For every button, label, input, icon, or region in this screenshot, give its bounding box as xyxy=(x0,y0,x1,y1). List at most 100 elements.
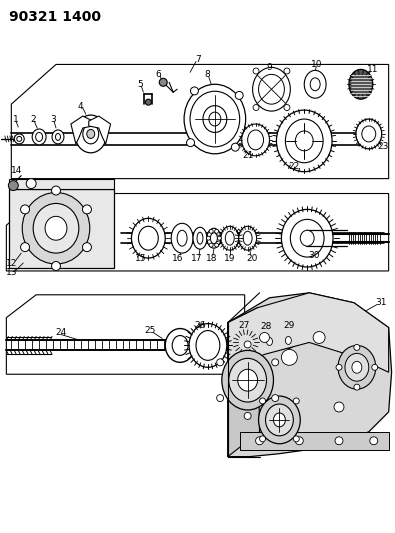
Text: 12: 12 xyxy=(6,259,18,268)
Circle shape xyxy=(231,143,239,151)
Ellipse shape xyxy=(56,133,60,140)
Ellipse shape xyxy=(45,216,67,240)
Circle shape xyxy=(295,437,303,445)
Circle shape xyxy=(272,359,278,366)
Ellipse shape xyxy=(221,227,239,250)
Ellipse shape xyxy=(132,219,165,258)
Circle shape xyxy=(21,243,30,252)
Text: 22: 22 xyxy=(289,162,300,171)
Circle shape xyxy=(214,229,218,233)
Polygon shape xyxy=(9,179,114,189)
Circle shape xyxy=(260,398,265,404)
Ellipse shape xyxy=(36,132,43,141)
Ellipse shape xyxy=(295,131,313,151)
Circle shape xyxy=(293,398,299,404)
Circle shape xyxy=(83,205,91,214)
Circle shape xyxy=(209,243,213,247)
Text: 9: 9 xyxy=(267,63,273,72)
Ellipse shape xyxy=(241,335,250,350)
Ellipse shape xyxy=(52,130,64,144)
Text: 21: 21 xyxy=(242,151,253,160)
Text: 31: 31 xyxy=(375,298,386,307)
Ellipse shape xyxy=(253,67,290,111)
Ellipse shape xyxy=(259,396,300,444)
Circle shape xyxy=(284,68,290,74)
Text: 14: 14 xyxy=(11,166,23,175)
Polygon shape xyxy=(228,293,391,457)
Ellipse shape xyxy=(177,230,187,246)
Text: 28: 28 xyxy=(261,322,272,331)
Text: 19: 19 xyxy=(224,254,235,263)
Circle shape xyxy=(217,236,221,240)
Ellipse shape xyxy=(276,110,332,172)
Circle shape xyxy=(186,139,194,147)
Ellipse shape xyxy=(83,124,99,144)
Ellipse shape xyxy=(285,336,292,344)
Circle shape xyxy=(8,181,18,190)
Circle shape xyxy=(216,394,224,401)
Ellipse shape xyxy=(172,335,188,356)
Circle shape xyxy=(235,92,243,99)
Circle shape xyxy=(260,333,269,343)
Circle shape xyxy=(336,365,342,370)
Circle shape xyxy=(334,402,344,412)
Ellipse shape xyxy=(239,227,257,250)
Text: 4: 4 xyxy=(78,102,84,111)
Circle shape xyxy=(372,365,378,370)
Ellipse shape xyxy=(263,333,276,350)
Ellipse shape xyxy=(281,333,295,349)
Ellipse shape xyxy=(207,228,221,248)
Text: 2: 2 xyxy=(30,115,36,124)
Ellipse shape xyxy=(197,232,203,244)
Circle shape xyxy=(159,78,167,86)
Circle shape xyxy=(190,87,198,95)
Ellipse shape xyxy=(242,124,269,156)
Text: 26: 26 xyxy=(194,321,206,330)
Ellipse shape xyxy=(338,345,376,389)
Polygon shape xyxy=(228,308,260,457)
Text: 90321 1400: 90321 1400 xyxy=(9,10,102,24)
Text: 8: 8 xyxy=(204,70,210,79)
Circle shape xyxy=(244,341,251,348)
Ellipse shape xyxy=(196,330,220,360)
Text: 13: 13 xyxy=(6,269,18,278)
Ellipse shape xyxy=(310,78,320,91)
Polygon shape xyxy=(228,293,389,372)
Text: 29: 29 xyxy=(284,321,295,330)
Circle shape xyxy=(293,436,299,442)
Circle shape xyxy=(370,437,378,445)
Text: 25: 25 xyxy=(145,326,156,335)
Ellipse shape xyxy=(265,404,293,436)
Circle shape xyxy=(179,342,187,350)
Ellipse shape xyxy=(285,119,323,163)
Circle shape xyxy=(284,104,290,110)
Ellipse shape xyxy=(349,69,373,99)
Polygon shape xyxy=(89,116,111,144)
Circle shape xyxy=(354,344,360,350)
Circle shape xyxy=(354,384,360,390)
Text: 10: 10 xyxy=(311,60,323,69)
Ellipse shape xyxy=(356,119,382,149)
Ellipse shape xyxy=(235,328,257,357)
Ellipse shape xyxy=(184,84,246,154)
Bar xyxy=(9,189,114,268)
Ellipse shape xyxy=(259,75,284,104)
Ellipse shape xyxy=(290,220,324,257)
Ellipse shape xyxy=(165,328,195,362)
Ellipse shape xyxy=(238,369,258,391)
Ellipse shape xyxy=(267,337,273,345)
Ellipse shape xyxy=(273,413,285,427)
Circle shape xyxy=(209,229,213,233)
Ellipse shape xyxy=(75,115,107,153)
Text: 7: 7 xyxy=(195,55,201,64)
Circle shape xyxy=(26,179,36,189)
Circle shape xyxy=(21,205,30,214)
Ellipse shape xyxy=(32,129,46,145)
Text: 1: 1 xyxy=(13,115,19,124)
Ellipse shape xyxy=(248,130,263,150)
Text: 27: 27 xyxy=(238,321,249,330)
Ellipse shape xyxy=(304,70,326,98)
Text: 17: 17 xyxy=(191,254,203,263)
Text: 3: 3 xyxy=(50,115,56,124)
Text: 16: 16 xyxy=(172,254,184,263)
